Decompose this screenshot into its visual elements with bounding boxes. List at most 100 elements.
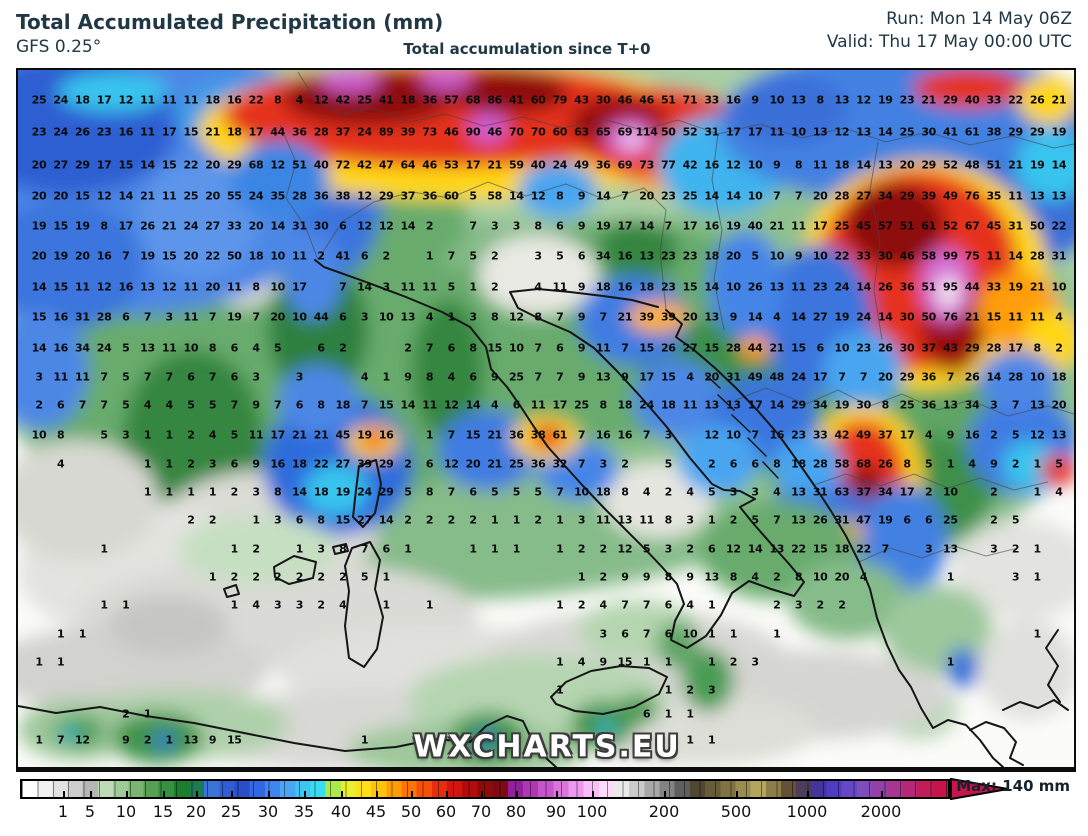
grid-value: 1 (360, 733, 369, 747)
grid-value: 5 (1011, 428, 1020, 442)
precip-blob (598, 721, 614, 735)
grid-value: 29 (378, 457, 394, 471)
grid-value: 1 (946, 655, 955, 669)
grid-value: 10 (747, 189, 763, 203)
grid-value: 6 (230, 457, 239, 471)
grid-value: 10 (292, 310, 307, 324)
grid-value: 11 (986, 249, 1002, 263)
grid-value: 28 (292, 189, 307, 203)
grid-value: 20 (53, 189, 69, 203)
grid-value: 37 (400, 189, 416, 203)
grid-value: 7 (642, 428, 651, 442)
colorbar-tick-mark (126, 791, 128, 798)
grid-value: 2 (729, 513, 738, 527)
grid-value: 31 (726, 370, 741, 384)
grid-value: 11 (530, 398, 546, 412)
grid-value: 46 (899, 249, 915, 263)
grid-value: 7 (447, 428, 456, 442)
grid-value: 5 (208, 398, 217, 412)
grid-value: 11 (812, 158, 828, 172)
colorbar-tick-mark (90, 791, 92, 798)
grid-value: 7 (143, 370, 152, 384)
grid-value: 21 (487, 158, 503, 172)
grid-value: 73 (422, 125, 437, 139)
precip-blob (1018, 75, 1074, 125)
grid-value: 2 (534, 513, 542, 527)
grid-value: 16 (704, 158, 720, 172)
grid-value: 14 (357, 280, 372, 294)
grid-value: 6 (230, 370, 239, 384)
grid-value: 19 (834, 398, 850, 412)
grid-value: 63 (574, 125, 589, 139)
grid-value: 44 (313, 310, 329, 324)
grid-value: 2 (447, 513, 456, 527)
grid-value: 45 (856, 219, 871, 233)
grid-value: 21 (769, 219, 785, 233)
grid-value: 31 (1051, 249, 1067, 263)
grid-value: 6 (360, 249, 369, 263)
grid-value: 13 (639, 249, 654, 263)
grid-value: 3 (664, 542, 673, 556)
grid-value: 29 (378, 485, 394, 499)
precip-blob (412, 300, 484, 440)
grid-value: 17 (639, 370, 654, 384)
grid-value: 36 (292, 125, 307, 139)
grid-value: 20 (682, 310, 698, 324)
grid-value: 5 (751, 249, 759, 263)
grid-value: 7 (425, 341, 434, 355)
grid-value: 14 (31, 280, 47, 294)
grid-value: 46 (617, 93, 633, 107)
grid-value: 37 (877, 428, 893, 442)
grid-value: 26 (747, 280, 763, 294)
grid-value: 29 (899, 370, 915, 384)
corsica-coastline (352, 459, 382, 528)
grid-value: 1 (165, 485, 174, 499)
grid-value: 27 (856, 189, 871, 203)
colorbar-tick-label: 60 (435, 802, 457, 821)
grid-value: 7 (621, 189, 629, 203)
grid-value: 36 (422, 93, 437, 107)
precip-blob (108, 595, 228, 655)
grid-value: 26 (812, 513, 828, 527)
grid-value: 19 (1029, 158, 1045, 172)
grid-value: 2 (187, 457, 195, 471)
grid-value: 2 (708, 457, 716, 471)
grid-value: 3 (35, 370, 43, 384)
precip-blob (530, 425, 566, 449)
grid-value: 8 (794, 570, 803, 584)
grid-value: 9 (773, 158, 781, 172)
grid-value: 8 (599, 398, 608, 412)
grid-value: 11 (248, 428, 264, 442)
grid-value: 14 (31, 341, 47, 355)
map-canvas (18, 70, 1074, 767)
grid-value: 1 (556, 655, 564, 669)
grid-value: 10 (183, 341, 199, 355)
grid-value: 27 (682, 341, 698, 355)
grid-value: 3 (208, 457, 217, 471)
grid-value: 46 (487, 125, 503, 139)
grid-value: 5 (512, 485, 521, 499)
grid-value: 58 (487, 189, 503, 203)
grid-value: 30 (921, 125, 937, 139)
grid-value: 22 (1051, 219, 1067, 233)
grid-value: 2 (577, 598, 586, 612)
precip-blob (823, 330, 903, 410)
grid-value: 23 (682, 249, 698, 263)
grid-value: 21 (964, 310, 980, 324)
precip-blob (728, 75, 848, 145)
grid-value: 14 (270, 219, 286, 233)
grid-value: 43 (943, 341, 958, 355)
grid-value: 4 (252, 341, 260, 355)
grid-value: 1 (165, 428, 174, 442)
grid-value: 2 (230, 485, 239, 499)
precip-blob (913, 70, 1023, 108)
grid-value: 12 (704, 428, 720, 442)
colorbar-tick-mark (481, 791, 483, 798)
grid-value: 1 (664, 655, 673, 669)
grid-value: 11 (769, 125, 785, 139)
grid-value: 13 (1029, 398, 1045, 412)
grid-value: 5 (491, 485, 499, 499)
grid-value: 3 (1011, 570, 1020, 584)
grid-value: 19 (595, 219, 611, 233)
grid-value: 18 (313, 485, 329, 499)
